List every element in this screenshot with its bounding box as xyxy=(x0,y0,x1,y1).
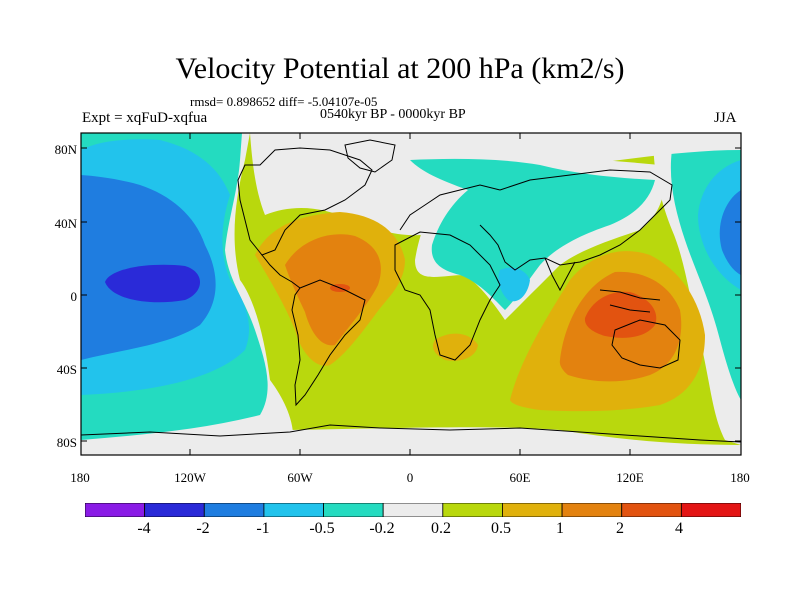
contour-neg-0p2-eurasia xyxy=(410,158,655,310)
colorbar xyxy=(85,503,741,517)
axis-ticks xyxy=(81,133,741,455)
colorbar-label-3: -1 xyxy=(256,520,270,537)
coast-greenland xyxy=(344,139,396,173)
colorbar-label-9: 2 xyxy=(616,520,624,537)
colorbar-label-10: 4 xyxy=(675,520,683,537)
coast-europe xyxy=(399,184,501,231)
colorbar-label-7: 0.5 xyxy=(491,520,511,537)
coast-australia xyxy=(611,319,681,369)
contour-pos-2-indopacific xyxy=(584,291,657,338)
lon-label-180w: 180 xyxy=(70,470,90,485)
coast-north-america xyxy=(237,147,373,256)
colorbar-swatch-7 xyxy=(442,503,503,517)
colorbar-swatch-6 xyxy=(382,503,444,517)
coast-antarctica xyxy=(81,424,741,443)
contour-neg-1-east xyxy=(719,190,741,275)
lon-label-120e: 120E xyxy=(616,470,644,485)
lat-label-80n: 80N xyxy=(54,142,77,157)
contour-pos-0p5-southafrica xyxy=(433,333,478,361)
colorbar-swatch-10 xyxy=(621,503,682,517)
lon-label-120w: 120W xyxy=(174,470,206,485)
colorbar-label-4: -0.5 xyxy=(309,520,335,537)
colorbar-swatch-11 xyxy=(680,503,741,517)
contour-neg-2 xyxy=(105,264,200,303)
coast-south-america xyxy=(291,279,366,407)
lon-label-180e: 180 xyxy=(730,470,750,485)
chart-title: Velocity Potential at 200 hPa (km2/s) xyxy=(175,52,625,85)
colorbar-swatch-2 xyxy=(144,503,205,517)
statistics-line: rmsd= 0.898652 diff= -5.04107e-05 xyxy=(190,94,378,109)
coast-maritime-continent xyxy=(599,289,661,313)
map-border xyxy=(80,132,742,456)
lon-label-60e: 60E xyxy=(509,470,531,485)
colorbar-label-8: 1 xyxy=(556,520,564,537)
coast-africa xyxy=(394,231,501,361)
lat-label-80s: 80S xyxy=(56,435,77,450)
coastlines xyxy=(81,139,741,443)
colorbar-swatch-4 xyxy=(263,503,324,517)
map-panel xyxy=(80,132,742,456)
colorbar-label-6: 0.2 xyxy=(431,520,451,537)
colorbar-label-2: -2 xyxy=(196,520,210,537)
colorbar-swatch-3 xyxy=(203,503,265,517)
colorbar-swatch-5 xyxy=(323,503,384,517)
contour-neg-0p5-arabia xyxy=(498,267,530,302)
season-label: JJA xyxy=(714,110,737,126)
colorbar-swatch-1 xyxy=(85,503,146,517)
colorbar-swatch-8 xyxy=(502,503,563,517)
coast-asia xyxy=(479,169,673,271)
lon-label-0: 0 xyxy=(406,470,414,485)
contour-field xyxy=(81,133,741,455)
colorbar-label-1: -4 xyxy=(137,520,151,537)
lat-label-40s: 40S xyxy=(56,362,77,377)
lat-label-0: 0 xyxy=(70,289,78,304)
experiment-label: Expt = xqFuD-xqfua xyxy=(82,110,208,126)
period-label: 0540kyr BP - 0000kyr BP xyxy=(320,107,466,122)
colorbar-label-5: -0.2 xyxy=(369,520,395,537)
lon-label-60w: 60W xyxy=(287,470,313,485)
coast-india xyxy=(544,257,576,292)
colorbar-swatch-9 xyxy=(561,503,623,517)
coast-central-america xyxy=(261,254,301,289)
lat-label-40n: 40N xyxy=(54,216,77,231)
